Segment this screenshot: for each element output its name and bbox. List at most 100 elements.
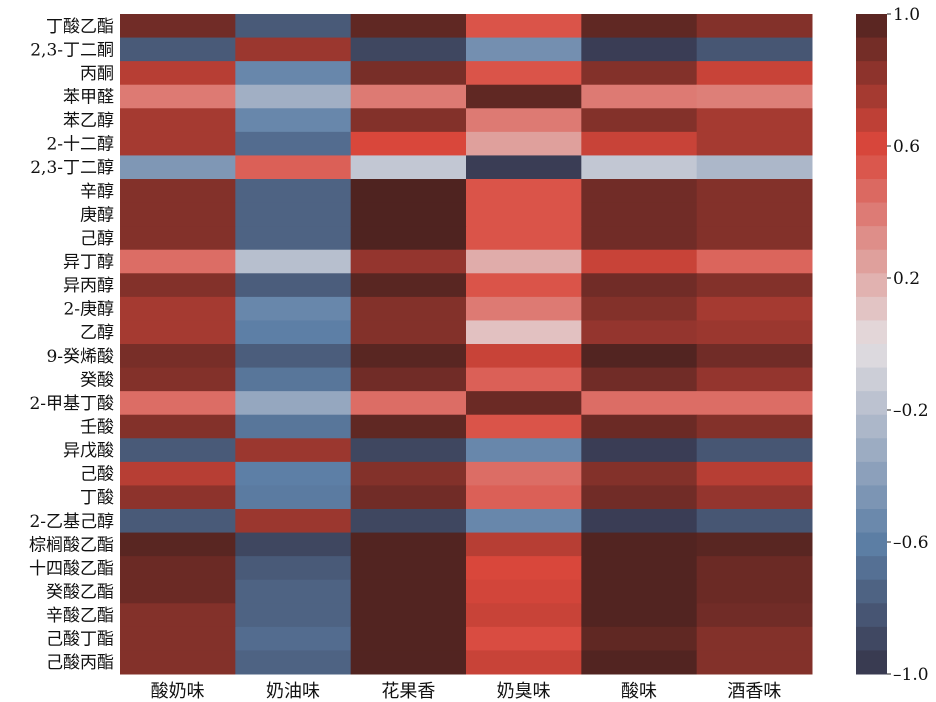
heatmap-cell bbox=[235, 296, 352, 321]
heatmap-cell bbox=[350, 155, 467, 180]
colorbar-band bbox=[856, 61, 887, 86]
row-label: 2,3-丁二醇 bbox=[30, 158, 114, 178]
column-label: 酒香味 bbox=[727, 681, 781, 702]
heatmap-cell bbox=[350, 296, 467, 321]
heatmap-cell bbox=[350, 226, 467, 251]
heatmap-cell bbox=[120, 296, 236, 321]
heatmap-cell bbox=[466, 84, 582, 109]
colorbar-band bbox=[856, 296, 887, 321]
heatmap-cell bbox=[696, 461, 813, 486]
heatmap-cell bbox=[581, 37, 698, 62]
heatmap-cell bbox=[696, 344, 813, 369]
heatmap-cell bbox=[120, 84, 236, 109]
heatmap-cell bbox=[581, 414, 698, 439]
heatmap-cell bbox=[581, 179, 698, 204]
column-label: 奶臭味 bbox=[497, 681, 551, 702]
heatmap-cell bbox=[696, 603, 813, 628]
heatmap-cell bbox=[235, 650, 352, 675]
heatmap-cell bbox=[466, 273, 582, 298]
heatmap-cell bbox=[581, 344, 698, 369]
row-label: 棕榈酸乙酯 bbox=[29, 535, 114, 555]
colorbar-tick-label: –0.6 bbox=[893, 533, 929, 553]
heatmap-cell bbox=[350, 249, 467, 274]
row-label: 苯乙醇 bbox=[63, 111, 114, 131]
row-label: 苯甲醛 bbox=[63, 88, 114, 108]
heatmap-cell bbox=[350, 84, 467, 109]
heatmap-cell bbox=[581, 626, 698, 651]
heatmap-cell bbox=[120, 61, 236, 86]
colorbar-band bbox=[856, 367, 887, 392]
colorbar-band bbox=[856, 461, 887, 486]
column-label: 酸奶味 bbox=[151, 681, 205, 702]
heatmap-cell bbox=[350, 461, 467, 486]
heatmap-cell bbox=[581, 131, 698, 156]
colorbar-band bbox=[856, 532, 887, 557]
heatmap-cell bbox=[466, 344, 582, 369]
heatmap-cell bbox=[235, 14, 352, 39]
heatmap-cell bbox=[696, 226, 813, 251]
heatmap-cell bbox=[350, 37, 467, 62]
heatmap-cell bbox=[696, 650, 813, 675]
heatmap-cell bbox=[235, 202, 352, 227]
heatmap-cell bbox=[466, 320, 582, 345]
heatmap-cell bbox=[235, 367, 352, 392]
heatmap-cell bbox=[235, 485, 352, 510]
heatmap-cell bbox=[350, 344, 467, 369]
row-label: 2-十二醇 bbox=[46, 135, 114, 155]
heatmap-cell bbox=[350, 14, 467, 39]
heatmap-cell bbox=[235, 579, 352, 604]
heatmap-cell bbox=[235, 438, 352, 463]
heatmap-cell bbox=[120, 344, 236, 369]
row-label: 己酸 bbox=[80, 465, 114, 485]
heatmap-cell bbox=[120, 202, 236, 227]
heatmap-cell bbox=[581, 226, 698, 251]
colorbar: 1.0 0.6 0.2 –0.2 –0.6 –1.0 bbox=[856, 5, 929, 685]
colorbar-band bbox=[856, 179, 887, 204]
heatmap-cell bbox=[120, 37, 236, 62]
row-label: 壬酸 bbox=[80, 418, 114, 438]
heatmap-cell bbox=[581, 532, 698, 557]
row-label: 丙酮 bbox=[80, 64, 114, 84]
heatmap-cell bbox=[696, 626, 813, 651]
heatmap-cell bbox=[235, 131, 352, 156]
heatmap-cell bbox=[696, 320, 813, 345]
heatmap-cell bbox=[466, 14, 582, 39]
heatmap-cell bbox=[466, 438, 582, 463]
column-label: 奶油味 bbox=[266, 681, 320, 702]
heatmap-cell bbox=[120, 179, 236, 204]
heatmap-cell bbox=[120, 414, 236, 439]
heatmap-cell bbox=[466, 155, 582, 180]
heatmap-cell bbox=[120, 273, 236, 298]
heatmap-cell bbox=[581, 108, 698, 133]
heatmap-cell bbox=[120, 131, 236, 156]
heatmap-cell bbox=[120, 108, 236, 133]
colorbar-band bbox=[856, 14, 887, 39]
row-label: 己酸丙酯 bbox=[46, 653, 114, 673]
heatmap-cell bbox=[581, 485, 698, 510]
row-label: 辛酸乙酯 bbox=[46, 606, 114, 626]
heatmap-cell bbox=[235, 344, 352, 369]
heatmap-cell bbox=[350, 556, 467, 581]
row-label: 2-庚醇 bbox=[63, 300, 114, 320]
row-label: 异丙醇 bbox=[63, 276, 114, 296]
heatmap-cell bbox=[235, 556, 352, 581]
heatmap-cell bbox=[350, 179, 467, 204]
heatmap-cell bbox=[581, 273, 698, 298]
heatmap-cell bbox=[350, 509, 467, 534]
heatmap-cell bbox=[466, 626, 582, 651]
colorbar-tick-label: –1.0 bbox=[893, 665, 929, 685]
heatmap-cell bbox=[466, 131, 582, 156]
heatmap-cell bbox=[696, 61, 813, 86]
colorbar-band bbox=[856, 509, 887, 534]
row-label: 十四酸乙酯 bbox=[29, 559, 114, 579]
heatmap-cell bbox=[466, 579, 582, 604]
heatmap-cell bbox=[581, 296, 698, 321]
row-label: 异戊酸 bbox=[63, 441, 114, 461]
heatmap-cell bbox=[350, 273, 467, 298]
colorbar-tick-label: –0.2 bbox=[893, 401, 929, 421]
heatmap-cell bbox=[350, 320, 467, 345]
heatmap-cells bbox=[120, 14, 813, 675]
colorbar-tick-label: 0.6 bbox=[893, 137, 920, 157]
heatmap-cell bbox=[235, 461, 352, 486]
heatmap-cell bbox=[235, 626, 352, 651]
